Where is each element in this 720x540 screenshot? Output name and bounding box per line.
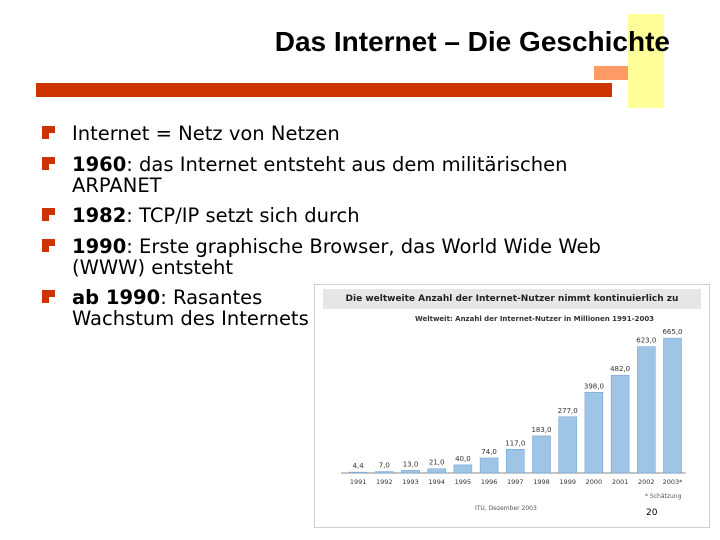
bullet-item: 1990: Erste graphische Browser, das Worl…	[40, 231, 640, 280]
bar-chart: 4,4 1991 7,0 1992 13,0 1993 21,0 1994 40,0 1995 74…	[341, 328, 686, 486]
chart-bar	[453, 464, 473, 474]
slide-number: 20	[646, 508, 658, 518]
bar-value-label: 623,0	[636, 337, 656, 345]
bar-value-label: 183,0	[531, 426, 551, 434]
bar-value-label: 665,0	[662, 328, 682, 336]
x-tick-label: 1995	[455, 478, 472, 486]
bar-value-label: 7,0	[379, 462, 390, 470]
chart-bar	[532, 435, 551, 474]
bar-value-label: 482,0	[610, 365, 630, 373]
chart-subtitle: Weltweit: Anzahl der Internet-Nutzer in …	[415, 315, 655, 323]
chart-title: Die weltweite Anzahl der Internet-Nutzer…	[323, 289, 701, 309]
bar-value-label: 4,4	[353, 462, 365, 470]
chart-bar	[375, 471, 394, 474]
bullet-continuation: (WWW) entsteht	[72, 256, 234, 279]
chart-panel: Die weltweite Anzahl der Internet-Nutzer…	[314, 284, 710, 528]
bullet-square-icon	[42, 290, 55, 303]
bullet-list: Internet = Netz von Netzen 1960: das Int…	[40, 118, 640, 333]
bullet-continuation: ARPANET	[72, 174, 162, 197]
chart-note: * Schätzung	[645, 493, 682, 500]
x-tick-label: 2003*	[663, 478, 684, 486]
bullet-square-icon	[42, 208, 55, 221]
slide-title: Das Internet – Die Geschichte	[274, 26, 670, 57]
bullet-text: Internet = Netz von Netzen	[72, 122, 340, 145]
x-tick-label: 1992	[376, 478, 393, 486]
bullet-text: : Erste graphische Browser, das World Wi…	[126, 235, 601, 258]
decor-yellow-rect	[628, 14, 664, 108]
chart-bar	[506, 449, 525, 474]
bullet-year: 1982	[72, 204, 127, 227]
bullet-year: 1990	[72, 235, 127, 258]
bar-value-label: 117,0	[505, 439, 525, 447]
bullet-square-icon	[42, 157, 55, 170]
title-underline-bar	[36, 83, 612, 97]
chart-source: ITU, Dezember 2003	[475, 505, 537, 512]
bar-value-label: 277,0	[558, 407, 578, 415]
x-tick-label: 1993	[402, 478, 419, 486]
chart-bar	[637, 346, 656, 474]
chart-bar	[558, 416, 577, 474]
bullet-item: Internet = Netz von Netzen	[40, 118, 640, 149]
bullet-text: : das Internet entsteht aus dem militäri…	[126, 153, 568, 176]
bullet-square-icon	[42, 239, 55, 252]
bar-value-label: 398,0	[584, 382, 604, 390]
chart-bar	[401, 470, 420, 474]
bullet-item: 1982: TCP/IP setzt sich durch	[40, 200, 640, 231]
bar-value-label: 21,0	[429, 459, 445, 467]
bar-value-label: 13,0	[403, 460, 419, 468]
chart-bar	[348, 471, 368, 474]
decor-orange-rect	[594, 66, 628, 80]
x-tick-label: 1998	[533, 478, 550, 486]
x-tick-label: 1991	[350, 478, 367, 486]
chart-bar	[479, 457, 499, 474]
x-tick-label: 1997	[507, 478, 524, 486]
bullet-item: ab 1990: Rasantes Wachstum des Internets	[40, 282, 640, 331]
chart-bar	[427, 468, 446, 474]
chart-bar	[663, 337, 682, 474]
x-tick-label: 2002	[638, 478, 655, 486]
x-tick-label: 1996	[481, 478, 498, 486]
bullet-text: : TCP/IP setzt sich durch	[126, 204, 360, 227]
x-tick-label: 1994	[428, 478, 445, 486]
bullet-year: ab 1990	[72, 286, 161, 309]
bullet-square-icon	[42, 126, 55, 139]
x-tick-label: 1999	[559, 478, 576, 486]
x-tick-label: 2001	[612, 478, 629, 486]
bullet-year: 1960	[72, 153, 127, 176]
bar-value-label: 40,0	[455, 455, 471, 463]
x-tick-label: 2000	[586, 478, 603, 486]
bullet-item: 1960: das Internet entsteht aus dem mili…	[40, 149, 640, 198]
bar-value-label: 74,0	[481, 448, 497, 456]
chart-bar	[584, 392, 604, 474]
chart-bar	[610, 374, 630, 474]
bullet-continuation: Wachstum des Internets	[72, 307, 309, 330]
bullet-text: : Rasantes	[160, 286, 263, 309]
